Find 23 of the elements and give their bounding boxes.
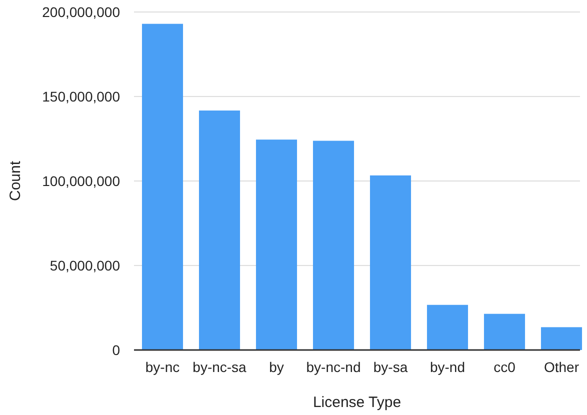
x-tick-label: by-nc xyxy=(145,359,180,375)
y-tick-label: 100,000,000 xyxy=(42,172,120,189)
x-tick-label: Other xyxy=(544,359,580,375)
bar xyxy=(426,304,468,350)
x-tick-label: by-nc-nd xyxy=(306,359,361,375)
x-tick-label: cc0 xyxy=(494,359,516,375)
y-tick-label: 50,000,000 xyxy=(50,257,120,274)
bar xyxy=(540,327,582,350)
bar xyxy=(370,175,412,350)
y-axis-title: Count xyxy=(7,160,24,202)
x-tick-label: by xyxy=(269,359,284,375)
y-tick-label: 0 xyxy=(112,342,120,358)
y-tick-label: 150,000,000 xyxy=(42,88,120,104)
bar xyxy=(142,24,184,350)
bar xyxy=(256,140,298,350)
bar xyxy=(484,314,526,350)
x-tick-label: by-nd xyxy=(430,359,466,375)
bar xyxy=(198,110,240,350)
x-axis-title: License Type xyxy=(312,394,402,411)
x-tick-label: by-sa xyxy=(373,359,408,375)
x-tick-label: by-nc-sa xyxy=(192,359,247,375)
y-tick-label: 200,000,000 xyxy=(42,4,120,20)
bar xyxy=(312,140,354,350)
